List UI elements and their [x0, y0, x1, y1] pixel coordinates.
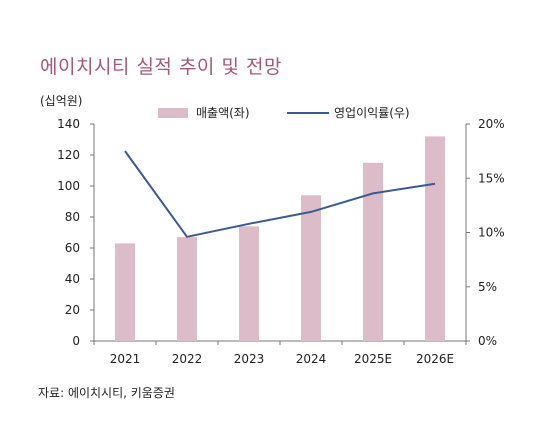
x-tick-label: 2021 — [110, 352, 141, 366]
revenue-bar — [301, 195, 321, 341]
right-tick-label: 15% — [478, 171, 505, 185]
margin-line — [124, 150, 436, 238]
revenue-bar — [115, 243, 135, 341]
left-tick-label: 100 — [57, 179, 80, 193]
right-tick-label: 20% — [478, 117, 505, 131]
left-axis-unit: (십억원) — [40, 94, 83, 108]
x-tick-label: 2025E — [354, 352, 392, 366]
left-tick-label: 140 — [57, 117, 80, 131]
legend-bar-label: 매출액(좌) — [196, 106, 250, 120]
x-tick-label: 2023 — [234, 352, 265, 366]
left-tick-label: 0 — [72, 334, 80, 348]
x-tick-label: 2024 — [296, 352, 327, 366]
revenue-bar — [425, 136, 445, 341]
left-tick-label: 60 — [65, 241, 80, 255]
source-note: 자료: 에이치시티, 키움증권 — [38, 386, 175, 400]
legend-bar-swatch — [158, 108, 188, 118]
right-tick-label: 10% — [478, 226, 505, 240]
x-tick-label: 2026E — [416, 352, 454, 366]
right-tick-label: 5% — [478, 280, 497, 294]
left-tick-label: 40 — [65, 272, 80, 286]
left-tick-label: 80 — [65, 210, 80, 224]
left-tick-label: 20 — [65, 303, 80, 317]
x-tick-label: 2022 — [172, 352, 203, 366]
chart-title: 에이치시티 실적 추이 및 전망 — [40, 56, 282, 78]
revenue-bar — [177, 237, 197, 341]
right-tick-label: 0% — [478, 334, 497, 348]
revenue-bar — [239, 226, 259, 341]
revenue-bar — [363, 162, 383, 341]
left-tick-label: 120 — [57, 148, 80, 162]
legend-line-label: 영업이익률(우) — [334, 106, 410, 120]
